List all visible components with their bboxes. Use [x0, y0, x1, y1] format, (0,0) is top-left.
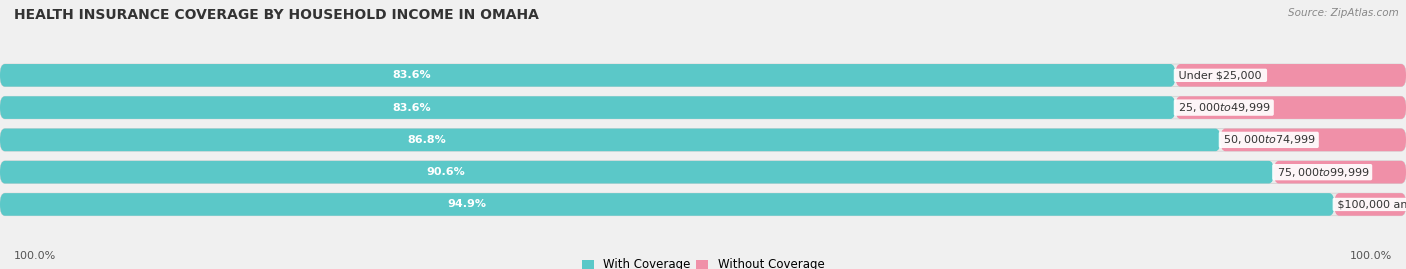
- FancyBboxPatch shape: [1334, 193, 1406, 216]
- FancyBboxPatch shape: [1175, 64, 1406, 87]
- Text: 100.0%: 100.0%: [1350, 251, 1392, 261]
- Text: $75,000 to $99,999: $75,000 to $99,999: [1274, 166, 1371, 179]
- FancyBboxPatch shape: [1175, 96, 1406, 119]
- Text: HEALTH INSURANCE COVERAGE BY HOUSEHOLD INCOME IN OMAHA: HEALTH INSURANCE COVERAGE BY HOUSEHOLD I…: [14, 8, 538, 22]
- Text: $25,000 to $49,999: $25,000 to $49,999: [1175, 101, 1272, 114]
- FancyBboxPatch shape: [0, 193, 1406, 216]
- Text: 83.6%: 83.6%: [392, 70, 430, 80]
- FancyBboxPatch shape: [1220, 129, 1406, 151]
- FancyBboxPatch shape: [0, 161, 1406, 183]
- Text: 100.0%: 100.0%: [14, 251, 56, 261]
- FancyBboxPatch shape: [0, 129, 1220, 151]
- FancyBboxPatch shape: [0, 96, 1175, 119]
- Text: $100,000 and over: $100,000 and over: [1334, 199, 1406, 210]
- FancyBboxPatch shape: [0, 161, 1274, 183]
- Text: 86.8%: 86.8%: [408, 135, 447, 145]
- FancyBboxPatch shape: [0, 96, 1406, 119]
- Text: 83.6%: 83.6%: [392, 102, 430, 113]
- Text: 94.9%: 94.9%: [447, 199, 486, 210]
- Text: Source: ZipAtlas.com: Source: ZipAtlas.com: [1288, 8, 1399, 18]
- FancyBboxPatch shape: [0, 193, 1334, 216]
- FancyBboxPatch shape: [0, 64, 1175, 87]
- Legend: With Coverage, Without Coverage: With Coverage, Without Coverage: [576, 254, 830, 269]
- FancyBboxPatch shape: [1274, 161, 1406, 183]
- FancyBboxPatch shape: [0, 129, 1406, 151]
- Text: Under $25,000: Under $25,000: [1175, 70, 1265, 80]
- FancyBboxPatch shape: [0, 64, 1406, 87]
- Text: 90.6%: 90.6%: [426, 167, 465, 177]
- Text: $50,000 to $74,999: $50,000 to $74,999: [1220, 133, 1317, 146]
